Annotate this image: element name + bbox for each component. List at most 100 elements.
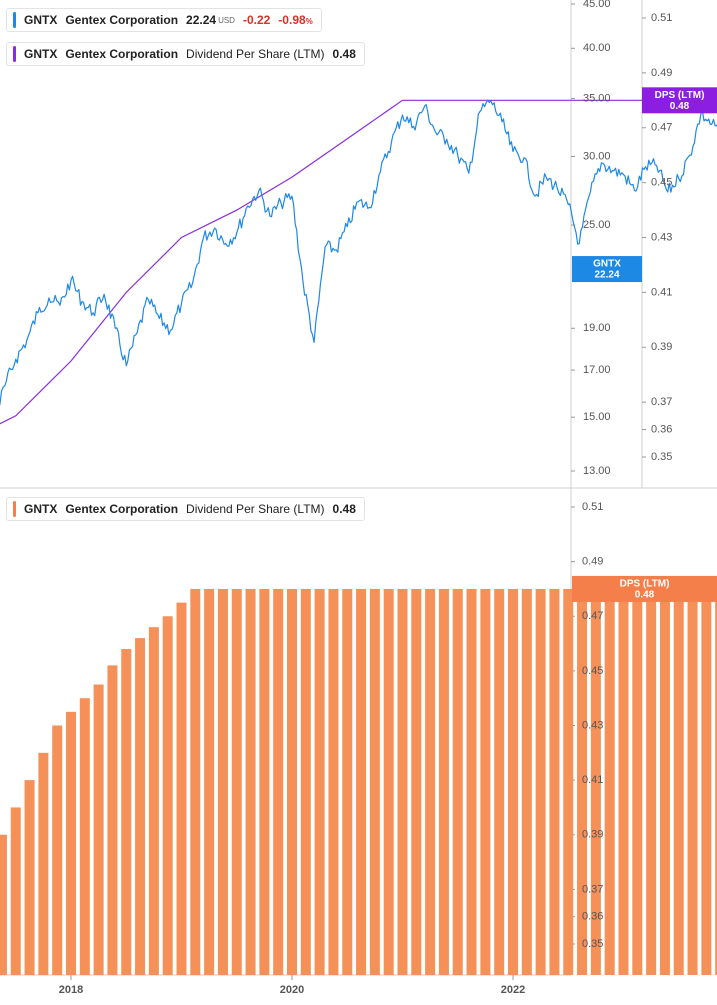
dps-bar [10, 807, 21, 975]
bar-axis-tick-label: 0.45 [582, 665, 603, 677]
dps-bar [356, 588, 367, 975]
dps-bars [0, 588, 717, 975]
dps-bar-legend-metric: Dividend Per Share (LTM) [186, 502, 325, 516]
bar-axis-tick-label: 0.39 [582, 829, 603, 841]
price-legend-value: 22.24 [186, 13, 217, 27]
price-tag-value: 22.24 [594, 270, 619, 281]
dps-bar [190, 588, 201, 975]
price-legend-currency: USD [218, 15, 235, 25]
price-tag [572, 256, 642, 283]
bar-axis-tick-label: 0.43 [582, 719, 603, 731]
dps-bar [162, 616, 173, 975]
dps-bar [314, 588, 325, 975]
dps-bar [577, 588, 588, 975]
dps-bar [79, 698, 90, 975]
dps-bar [107, 665, 118, 975]
dps-bar [563, 588, 574, 975]
dps-bar [646, 588, 657, 975]
price-legend-pct-sign: % [305, 17, 313, 26]
dps-bar [397, 588, 408, 975]
dps-line-legend[interactable]: GNTX Gentex Corporation Dividend Per Sha… [6, 42, 365, 66]
price-legend-company: Gentex Corporation [65, 13, 179, 27]
dps-tag-bottom-value: 0.48 [635, 590, 655, 601]
bar-axis-tick-label: 0.51 [582, 501, 603, 513]
price-line [0, 99, 717, 407]
price-axis-tick-label: 15.00 [583, 411, 611, 423]
dps-axis-tick-label: 0.36 [651, 423, 672, 435]
dps-bar [549, 588, 560, 975]
bar-axis-tick-label: 0.35 [582, 938, 603, 950]
dps-axis-tick-label: 0.49 [651, 67, 672, 79]
dps-bar [590, 588, 601, 975]
dps-bar [24, 780, 35, 975]
dps-bar [342, 588, 353, 975]
dps-axis-tick-label: 0.47 [651, 122, 672, 134]
dps-bar [701, 588, 712, 975]
dps-tag-top-value: 0.48 [670, 101, 690, 112]
dps-bar [383, 588, 394, 975]
dps-line [0, 99, 717, 425]
price-axis-tick-label: 17.00 [583, 364, 611, 376]
price-axis-tick-label: 13.00 [583, 465, 611, 477]
dps-bar [687, 588, 698, 975]
dps-axis-tick-label: 0.45 [651, 177, 672, 189]
dps-axis-tick-label: 0.51 [651, 12, 672, 24]
axis-labels: 13.00 15.00 17.00 19.00 25.00 30.00 35.00 40.00… [59, 0, 717, 996]
price-legend-change-pct-group: -0.98% [278, 13, 312, 27]
dps-bar [52, 725, 63, 975]
price-legend[interactable]: GNTX Gentex Corporation 22.24 USD -0.22 … [6, 8, 322, 32]
dps-bar [217, 588, 228, 975]
dps-bar [135, 638, 146, 975]
dps-tag-bottom [572, 575, 717, 602]
dps-bar [632, 588, 643, 975]
dps-bar-legend-company: Gentex Corporation [65, 502, 179, 516]
bar-axis-tick-label: 0.36 [582, 911, 603, 923]
dps-bar [715, 588, 717, 975]
price-axis-tick-label: 30.00 [583, 150, 611, 162]
dps-bar [480, 588, 491, 975]
price-legend-swatch [13, 12, 16, 28]
dps-bar [618, 588, 629, 975]
price-legend-ticker: GNTX [24, 13, 58, 27]
x-axis-tick-label: 2018 [59, 984, 83, 996]
dps-bar-legend-swatch [13, 501, 16, 517]
price-legend-change-pct: -0.98 [278, 13, 306, 27]
dps-bar-legend[interactable]: GNTX Gentex Corporation Dividend Per Sha… [6, 497, 365, 521]
dps-bar [176, 602, 187, 975]
dps-line-legend-value: 0.48 [332, 47, 356, 61]
dps-bar [494, 588, 505, 975]
dps-bar [452, 588, 463, 975]
price-axis-tick-label: 19.00 [583, 322, 611, 334]
bar-axis-tick-label: 0.49 [582, 556, 603, 568]
bar-axis-tick-label: 0.47 [582, 610, 603, 622]
dps-bar-legend-ticker: GNTX [24, 502, 58, 516]
dps-line-legend-company: Gentex Corporation [65, 47, 179, 61]
dps-bar [411, 588, 422, 975]
price-legend-change: -0.22 [242, 13, 271, 27]
dps-bar [66, 711, 76, 975]
dps-bar [328, 588, 339, 975]
dps-line-legend-metric: Dividend Per Share (LTM) [186, 47, 325, 61]
dps-bar-legend-value: 0.48 [332, 502, 356, 516]
dps-bar [425, 588, 436, 975]
dps-bar [148, 627, 159, 975]
chart-lines [0, 99, 717, 425]
dps-tag-top-label: DPS (LTM) [655, 90, 705, 101]
dps-bar [604, 588, 615, 975]
dps-bar [673, 588, 684, 975]
dps-bar [508, 588, 518, 975]
dps-axis-tick-label: 0.43 [651, 231, 672, 243]
dps-axis-tick-label: 0.41 [651, 286, 672, 298]
dps-bar [204, 588, 215, 975]
dps-bar [438, 588, 449, 975]
price-axis-tick-label: 45.00 [583, 0, 611, 10]
dps-bar [231, 588, 242, 975]
dps-tag-top [642, 87, 717, 114]
bar-axis-tick-label: 0.37 [582, 883, 603, 895]
price-tag-label: GNTX [593, 259, 621, 270]
dps-bar [259, 588, 270, 975]
bar-axis-tick-label: 0.41 [582, 774, 603, 786]
x-axis-tick-label: 2020 [280, 984, 304, 996]
dps-bar [38, 752, 49, 975]
